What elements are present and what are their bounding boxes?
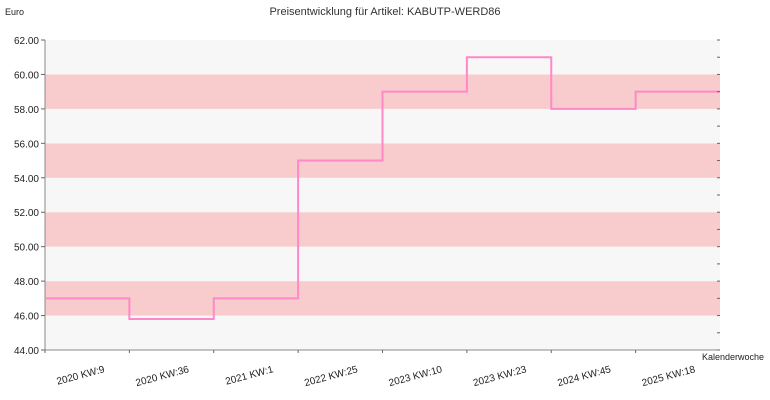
x-tick-label: 2022 KW:25 xyxy=(303,364,359,389)
x-tick-label: 2020 KW:36 xyxy=(135,364,191,389)
x-tick-label: 2021 KW:1 xyxy=(224,364,275,387)
x-axis-label: Kalenderwoche xyxy=(702,352,764,362)
band-1 xyxy=(45,281,720,316)
background-bands xyxy=(45,40,720,350)
band-2 xyxy=(45,246,720,282)
price-step-line xyxy=(45,56,720,320)
x-axis: 2020 KW:9 2020 KW:36 2021 KW:1 2022 KW:25 20… xyxy=(44,350,697,389)
chart-title: Preisentwicklung für Artikel: KABUTP-WER… xyxy=(269,6,500,18)
y-tick-label: 56.00 xyxy=(14,139,39,150)
x-tick-label: 2023 KW:10 xyxy=(388,364,444,389)
band-3 xyxy=(45,212,720,247)
x-tick-label: 2025 KW:18 xyxy=(641,364,697,389)
y-axis-unit-label: Euro xyxy=(5,7,24,17)
y-tick-label: 52.00 xyxy=(14,208,39,219)
series-layer xyxy=(45,56,720,320)
band-4 xyxy=(45,177,720,213)
y-tick-label: 44.00 xyxy=(14,346,39,357)
y-tick-label: 60.00 xyxy=(14,70,39,81)
band-0 xyxy=(45,315,720,350)
y-tick-label: 46.00 xyxy=(14,312,39,323)
y-tick-label: 50.00 xyxy=(14,243,39,254)
band-8 xyxy=(45,40,720,75)
y-tick-label: 62.00 xyxy=(14,36,39,47)
y-tick-label: 48.00 xyxy=(14,277,39,288)
y-tick-label: 58.00 xyxy=(14,105,39,116)
x-tick-label: 2024 KW:45 xyxy=(556,364,612,389)
y-tick-label: 54.00 xyxy=(14,174,39,185)
x-tick-label: 2023 KW:23 xyxy=(472,364,528,389)
y-axis: 44.00 46.00 48.00 50.00 52.00 54.00 56.00 58.00… xyxy=(14,36,720,357)
x-tick-label: 2020 KW:9 xyxy=(55,364,106,387)
